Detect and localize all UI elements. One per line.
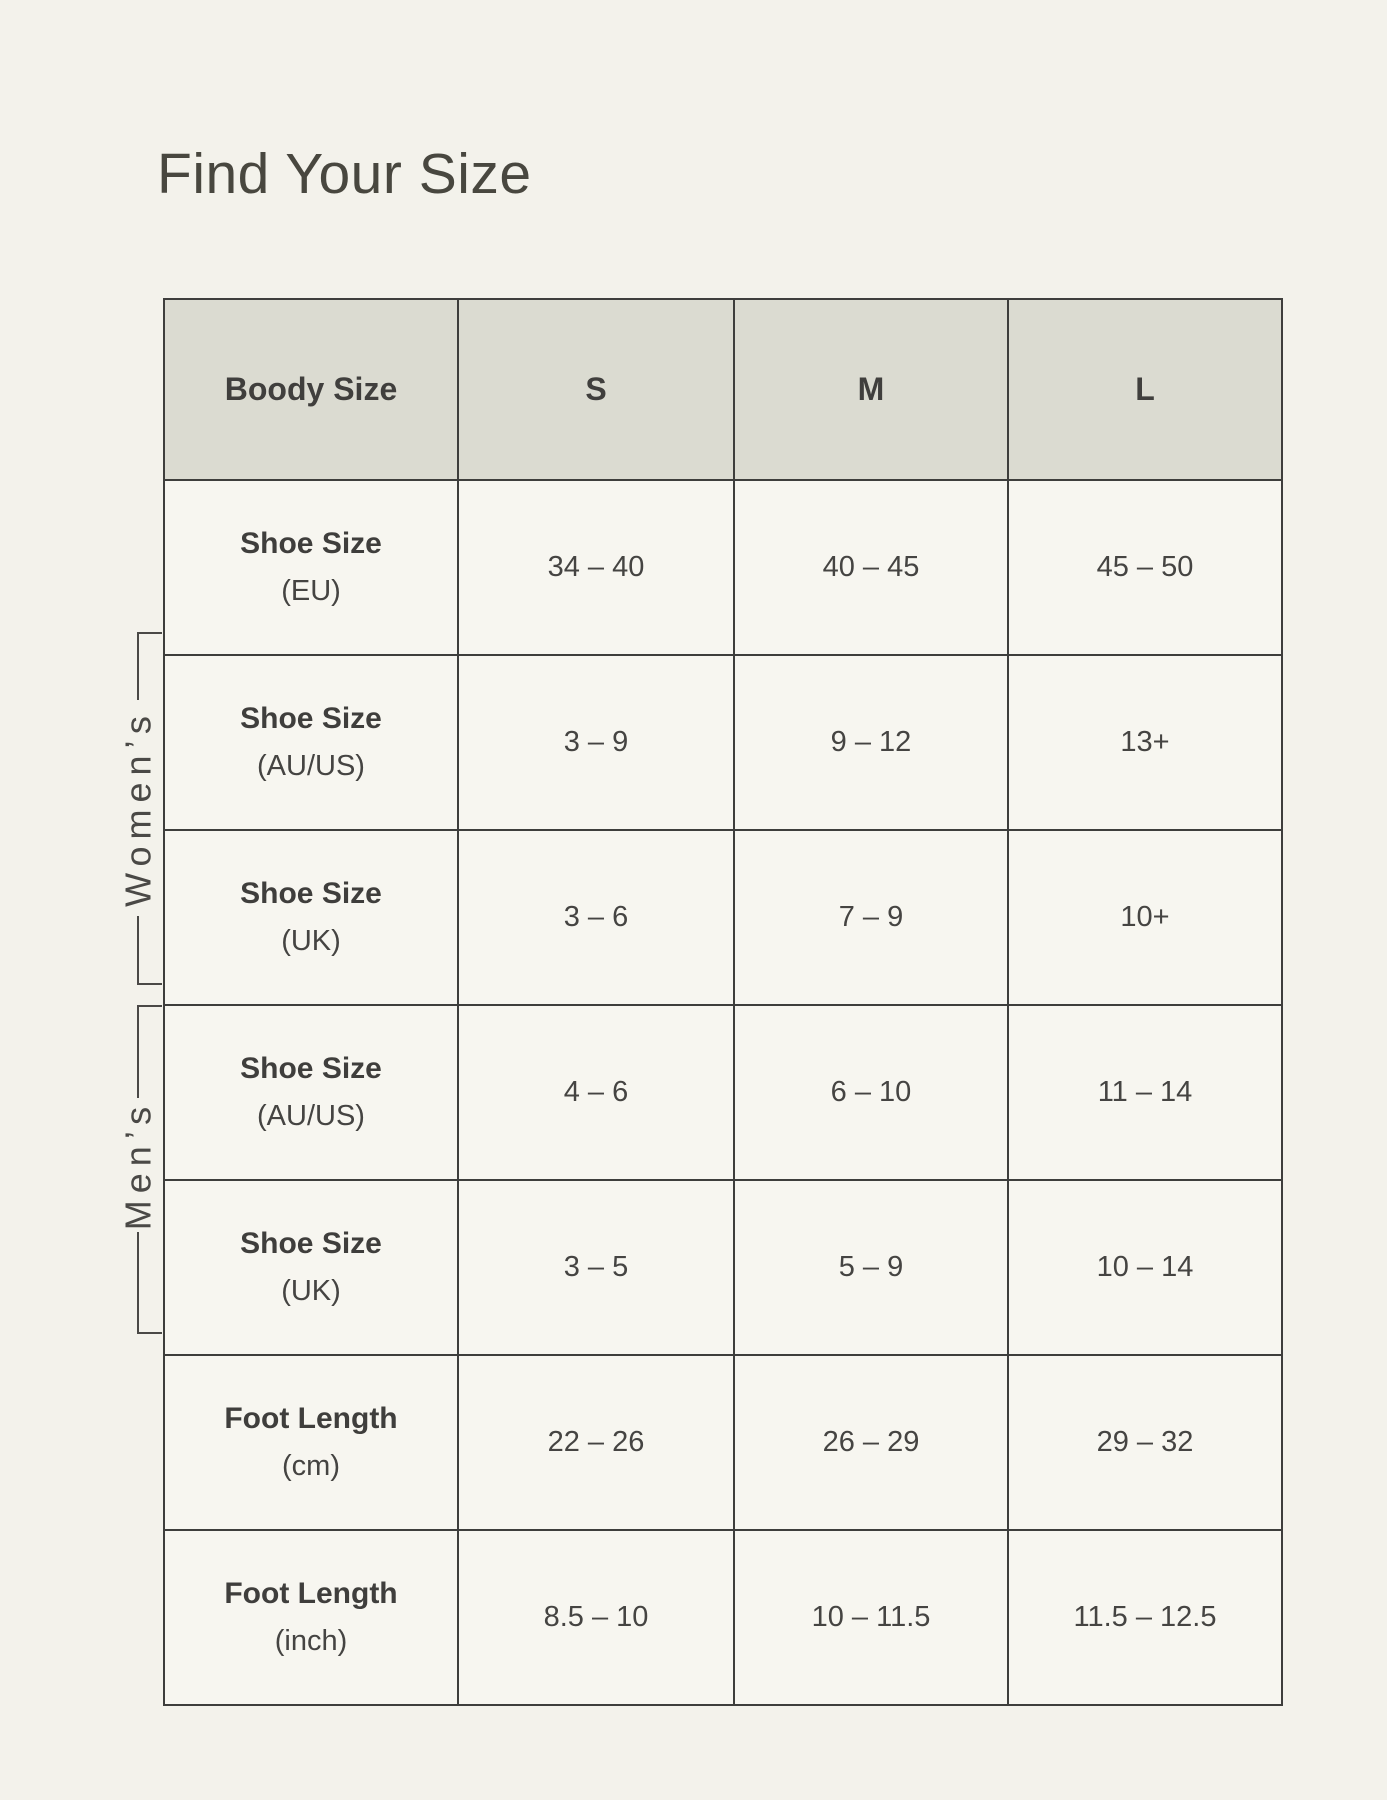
row-foot-length-inch: Foot Length (inch) 8.5 – 10 10 – 11.5 11… <box>163 1529 1283 1706</box>
row-unit: (inch) <box>274 1625 348 1657</box>
value-cell-m: 10 – 11.5 <box>733 1529 1009 1706</box>
header-row: Boody Size S M L <box>163 298 1283 481</box>
row-label: Shoe Size <box>240 702 382 735</box>
value-cell-s: 3 – 9 <box>457 654 735 831</box>
row-unit: (AU/US) <box>257 1100 365 1132</box>
value-cell-l: 13+ <box>1007 654 1283 831</box>
row-label: Foot Length <box>224 1402 398 1435</box>
mens-bracket: Men’s <box>118 1005 162 1334</box>
header-cell-size-s: S <box>457 298 735 481</box>
value-cell-s: 22 – 26 <box>457 1354 735 1531</box>
row-header-cell: Shoe Size (UK) <box>163 1179 459 1356</box>
row-header-cell: Foot Length (inch) <box>163 1529 459 1706</box>
value-cell-m: 26 – 29 <box>733 1354 1009 1531</box>
row-label: Shoe Size <box>240 877 382 910</box>
value-cell-m: 6 – 10 <box>733 1004 1009 1181</box>
row-unit: (AU/US) <box>257 750 365 782</box>
row-mens-shoe-size-au-us: Shoe Size (AU/US) 4 – 6 6 – 10 11 – 14 <box>163 1004 1283 1181</box>
row-unit: (UK) <box>281 1275 341 1307</box>
value-cell-s: 3 – 6 <box>457 829 735 1006</box>
value-cell-m: 7 – 9 <box>733 829 1009 1006</box>
row-shoe-size-eu: Shoe Size (EU) 34 – 40 40 – 45 45 – 50 <box>163 479 1283 656</box>
row-unit: (cm) <box>282 1450 340 1482</box>
value-cell-s: 3 – 5 <box>457 1179 735 1356</box>
value-cell-l: 29 – 32 <box>1007 1354 1283 1531</box>
value-cell-l: 10 – 14 <box>1007 1179 1283 1356</box>
header-cell-size-l: L <box>1007 298 1283 481</box>
value-cell-s: 8.5 – 10 <box>457 1529 735 1706</box>
header-cell-size-m: M <box>733 298 1009 481</box>
row-label: Shoe Size <box>240 1052 382 1085</box>
value-cell-m: 5 – 9 <box>733 1179 1009 1356</box>
value-cell-s: 4 – 6 <box>457 1004 735 1181</box>
row-header-cell: Foot Length (cm) <box>163 1354 459 1531</box>
page-title: Find Your Size <box>157 142 532 207</box>
row-unit: (UK) <box>281 925 341 957</box>
value-cell-l: 11 – 14 <box>1007 1004 1283 1181</box>
value-cell-l: 45 – 50 <box>1007 479 1283 656</box>
value-cell-l: 11.5 – 12.5 <box>1007 1529 1283 1706</box>
mens-group-label: Men’s <box>118 1100 159 1230</box>
row-womens-shoe-size-uk: Shoe Size (UK) 3 – 6 7 – 9 10+ <box>163 829 1283 1006</box>
header-cell-boody-size: Boody Size <box>163 298 459 481</box>
value-cell-s: 34 – 40 <box>457 479 735 656</box>
value-cell-m: 9 – 12 <box>733 654 1009 831</box>
value-cell-l: 10+ <box>1007 829 1283 1006</box>
row-label: Shoe Size <box>240 1227 382 1260</box>
row-label: Foot Length <box>224 1577 398 1610</box>
value-cell-m: 40 – 45 <box>733 479 1009 656</box>
row-unit: (EU) <box>281 575 341 607</box>
row-label: Shoe Size <box>240 527 382 560</box>
row-header-cell: Shoe Size (AU/US) <box>163 1004 459 1181</box>
womens-group-label: Women’s <box>118 709 159 907</box>
row-header-cell: Shoe Size (EU) <box>163 479 459 656</box>
row-header-cell: Shoe Size (UK) <box>163 829 459 1006</box>
row-foot-length-cm: Foot Length (cm) 22 – 26 26 – 29 29 – 32 <box>163 1354 1283 1531</box>
row-womens-shoe-size-au-us: Shoe Size (AU/US) 3 – 9 9 – 12 13+ <box>163 654 1283 831</box>
row-mens-shoe-size-uk: Shoe Size (UK) 3 – 5 5 – 9 10 – 14 <box>163 1179 1283 1356</box>
size-chart-table: Boody Size S M L Shoe Size (EU) 34 – 40 … <box>163 298 1283 1706</box>
row-header-cell: Shoe Size (AU/US) <box>163 654 459 831</box>
womens-bracket: Women’s <box>118 632 162 985</box>
